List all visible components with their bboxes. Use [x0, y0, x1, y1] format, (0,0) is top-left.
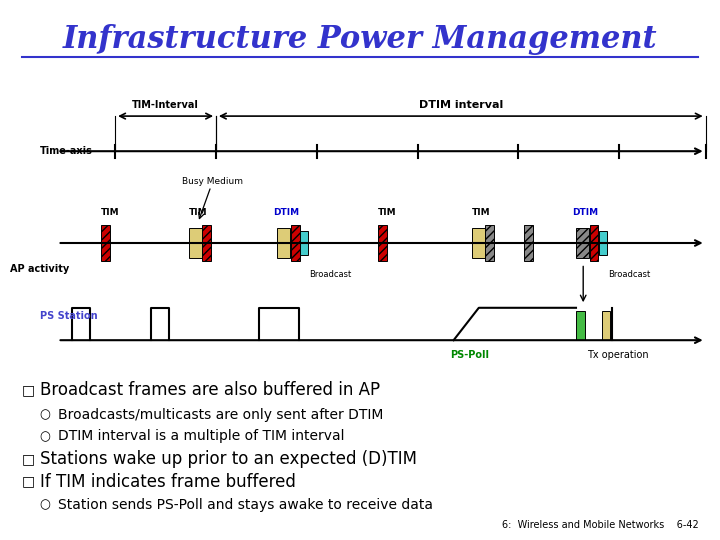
Text: Station sends PS-Poll and stays awake to receive data: Station sends PS-Poll and stays awake to… [58, 498, 433, 512]
Text: Broadcast frames are also buffered in AP: Broadcast frames are also buffered in AP [40, 381, 379, 399]
Text: DTIM: DTIM [274, 208, 300, 217]
Text: AP activity: AP activity [10, 264, 69, 274]
Text: TIM: TIM [189, 208, 207, 217]
Text: DTIM interval: DTIM interval [418, 99, 503, 110]
Bar [602, 310, 610, 340]
Bar [485, 226, 494, 260]
Text: PS Station: PS Station [40, 311, 97, 321]
Text: □: □ [22, 475, 35, 489]
Bar [291, 226, 300, 260]
Bar [202, 226, 211, 260]
Text: Stations wake up prior to an expected (D)TIM: Stations wake up prior to an expected (D… [40, 450, 417, 468]
Text: PS-Poll: PS-Poll [450, 350, 489, 360]
Bar [576, 310, 585, 340]
Text: Busy Medium: Busy Medium [182, 177, 243, 186]
Text: 6:  Wireless and Mobile Networks    6-42: 6: Wireless and Mobile Networks 6-42 [502, 520, 698, 530]
Text: TIM-Interval: TIM-Interval [132, 99, 199, 110]
Bar [300, 231, 308, 255]
Text: Broadcasts/multicasts are only sent after DTIM: Broadcasts/multicasts are only sent afte… [58, 408, 383, 422]
Text: Infrastructure Power Management: Infrastructure Power Management [63, 24, 657, 55]
Text: TIM: TIM [101, 208, 120, 217]
Text: Tx operation: Tx operation [587, 350, 649, 360]
Text: TIM: TIM [472, 208, 490, 217]
Text: TIM: TIM [378, 208, 397, 217]
Bar [277, 228, 290, 258]
Text: □: □ [22, 452, 35, 466]
Bar [524, 226, 533, 260]
Bar [378, 226, 387, 260]
Bar [576, 228, 589, 258]
Text: ○: ○ [40, 498, 50, 511]
Bar [101, 226, 110, 260]
Text: Broadcast: Broadcast [309, 270, 351, 279]
Text: ○: ○ [40, 430, 50, 443]
Bar [189, 228, 202, 258]
Text: □: □ [22, 383, 35, 397]
Text: DTIM interval is a multiple of TIM interval: DTIM interval is a multiple of TIM inter… [58, 429, 344, 443]
Bar [472, 228, 485, 258]
Text: DTIM: DTIM [572, 208, 598, 217]
Text: If TIM indicates frame buffered: If TIM indicates frame buffered [40, 472, 295, 491]
Text: Broadcast: Broadcast [608, 270, 650, 279]
Text: ○: ○ [40, 408, 50, 421]
Text: Time-axis: Time-axis [40, 146, 92, 156]
Bar [599, 231, 607, 255]
Bar [590, 226, 598, 260]
